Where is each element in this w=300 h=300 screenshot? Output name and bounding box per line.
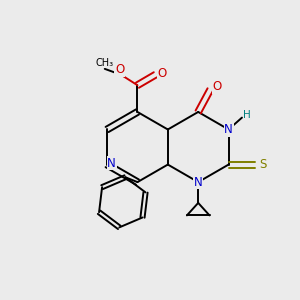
Text: O: O <box>212 80 221 93</box>
Text: O: O <box>157 67 167 80</box>
Text: H: H <box>243 110 251 120</box>
Text: N: N <box>107 157 116 169</box>
Text: CH₃: CH₃ <box>96 58 114 68</box>
Text: N: N <box>224 123 233 136</box>
Text: O: O <box>115 63 124 76</box>
Text: N: N <box>194 176 203 189</box>
Text: S: S <box>259 158 266 171</box>
